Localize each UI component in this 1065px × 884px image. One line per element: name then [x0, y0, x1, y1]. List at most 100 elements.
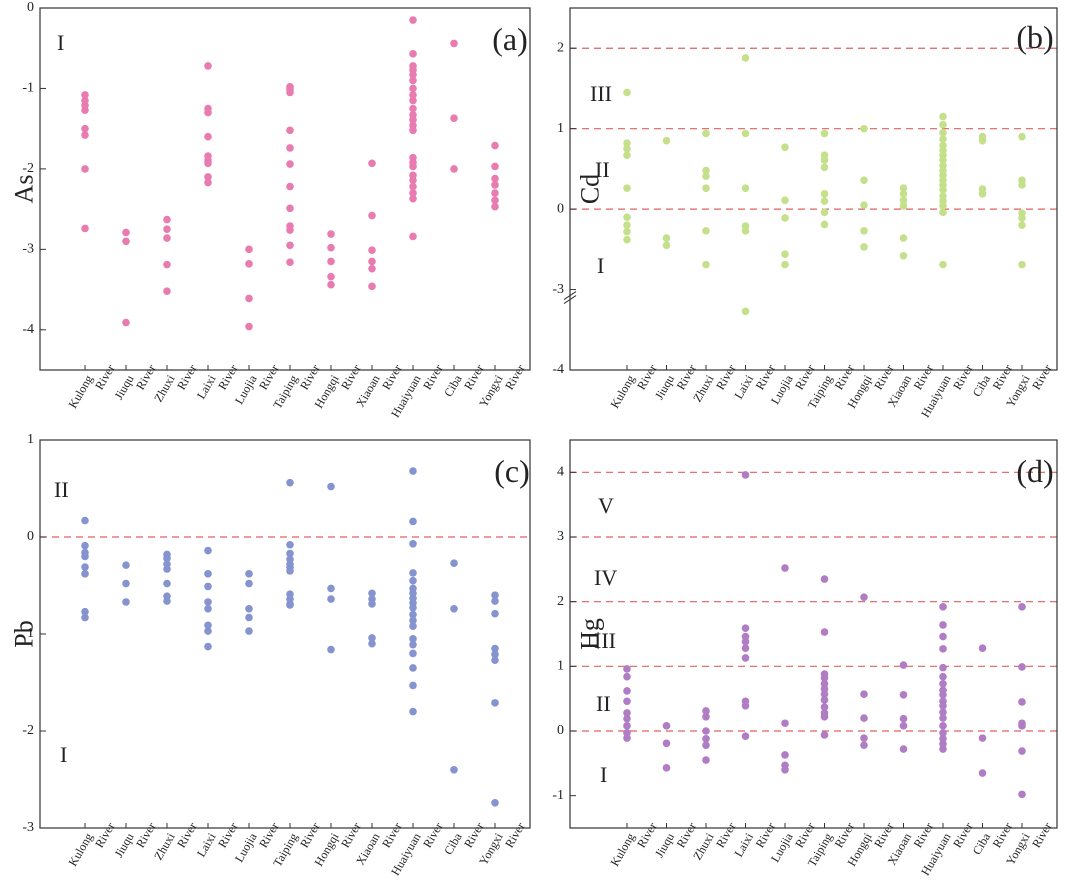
data-point — [327, 482, 335, 491]
data-point — [899, 722, 908, 730]
data-point — [899, 251, 908, 260]
data-point — [204, 582, 212, 591]
data-point — [368, 600, 376, 608]
data-point — [702, 172, 710, 180]
data-point — [820, 628, 829, 636]
data-point — [1018, 722, 1026, 730]
y-tick-label: 1 — [557, 659, 564, 674]
data-point — [1018, 663, 1026, 671]
zone-label: V — [598, 493, 614, 518]
y-axis-label: Hg — [575, 618, 604, 650]
data-point — [491, 181, 499, 189]
data-point — [781, 564, 789, 572]
data-point — [409, 576, 417, 585]
data-point — [820, 197, 829, 205]
y-tick-label: -3 — [22, 820, 34, 835]
data-point — [1018, 603, 1026, 611]
data-point — [702, 166, 710, 175]
data-point — [368, 264, 376, 273]
data-point — [286, 126, 294, 135]
data-point — [450, 559, 458, 567]
data-point — [820, 220, 829, 229]
data-point — [899, 714, 908, 723]
data-point — [409, 84, 417, 93]
data-point — [623, 227, 631, 236]
data-point — [163, 554, 171, 563]
data-point — [820, 190, 829, 198]
data-point — [327, 230, 335, 238]
data-point — [81, 552, 89, 561]
data-point — [409, 189, 417, 197]
x-tick-label: Yongxi River — [1003, 813, 1054, 874]
y-tick-label: -2 — [22, 161, 34, 176]
data-point — [623, 88, 631, 97]
data-point — [741, 654, 750, 662]
data-point — [820, 703, 829, 711]
data-point — [409, 126, 417, 135]
data-point — [409, 539, 417, 548]
data-point — [899, 202, 908, 210]
data-point — [286, 540, 294, 549]
x-tick-label: Kulong River — [607, 355, 659, 417]
data-point — [939, 260, 947, 269]
data-point — [122, 598, 130, 606]
data-point — [286, 88, 294, 97]
data-point — [286, 478, 294, 487]
y-axis-label: As — [9, 175, 38, 204]
data-point — [368, 639, 376, 648]
data-point — [81, 106, 89, 114]
data-point — [702, 756, 710, 764]
data-point — [623, 687, 631, 695]
x-tick-label: Taiping River — [270, 355, 322, 418]
data-point — [491, 141, 499, 150]
y-tick-label: 1 — [557, 121, 564, 136]
data-point — [409, 610, 417, 619]
data-point — [741, 471, 750, 479]
x-tick-label: Zhuxi River — [151, 355, 199, 411]
axes-frame — [569, 439, 1058, 829]
data-point — [204, 570, 212, 578]
data-point — [163, 215, 171, 224]
data-point — [781, 719, 789, 728]
y-tick-label: 4 — [557, 465, 564, 480]
y-tick-label: -3 — [552, 282, 564, 297]
data-point — [81, 563, 89, 571]
data-point — [939, 714, 947, 722]
data-point — [662, 234, 671, 242]
data-point — [409, 664, 417, 672]
data-point — [820, 129, 829, 138]
data-point — [702, 741, 710, 750]
x-tick-label: Hongqi River — [311, 813, 363, 875]
data-point — [409, 96, 417, 105]
data-point — [623, 151, 631, 160]
data-point — [368, 159, 376, 168]
data-point — [491, 699, 499, 707]
data-point — [122, 579, 130, 588]
x-tick-label: Yongxi River — [476, 813, 527, 874]
data-point — [939, 745, 947, 753]
data-point — [245, 322, 253, 331]
data-point — [623, 709, 631, 717]
x-tick-label: Taiping River — [805, 355, 857, 418]
data-point — [623, 139, 631, 147]
data-point — [899, 234, 908, 242]
x-tick-label: Kulong River — [607, 813, 659, 875]
data-point — [860, 124, 868, 133]
x-tick-label: Zhuxi River — [690, 813, 738, 869]
data-point — [245, 245, 253, 254]
data-point — [860, 593, 868, 601]
data-point — [781, 260, 789, 269]
data-point — [741, 227, 750, 235]
data-point — [204, 108, 212, 117]
data-point — [899, 190, 908, 198]
y-tick-label: -1 — [22, 81, 34, 96]
y-tick-label: 2 — [557, 594, 564, 609]
data-point — [163, 260, 171, 269]
data-point — [939, 708, 947, 717]
data-point — [122, 318, 130, 327]
data-point — [122, 561, 130, 569]
data-point — [368, 246, 376, 254]
